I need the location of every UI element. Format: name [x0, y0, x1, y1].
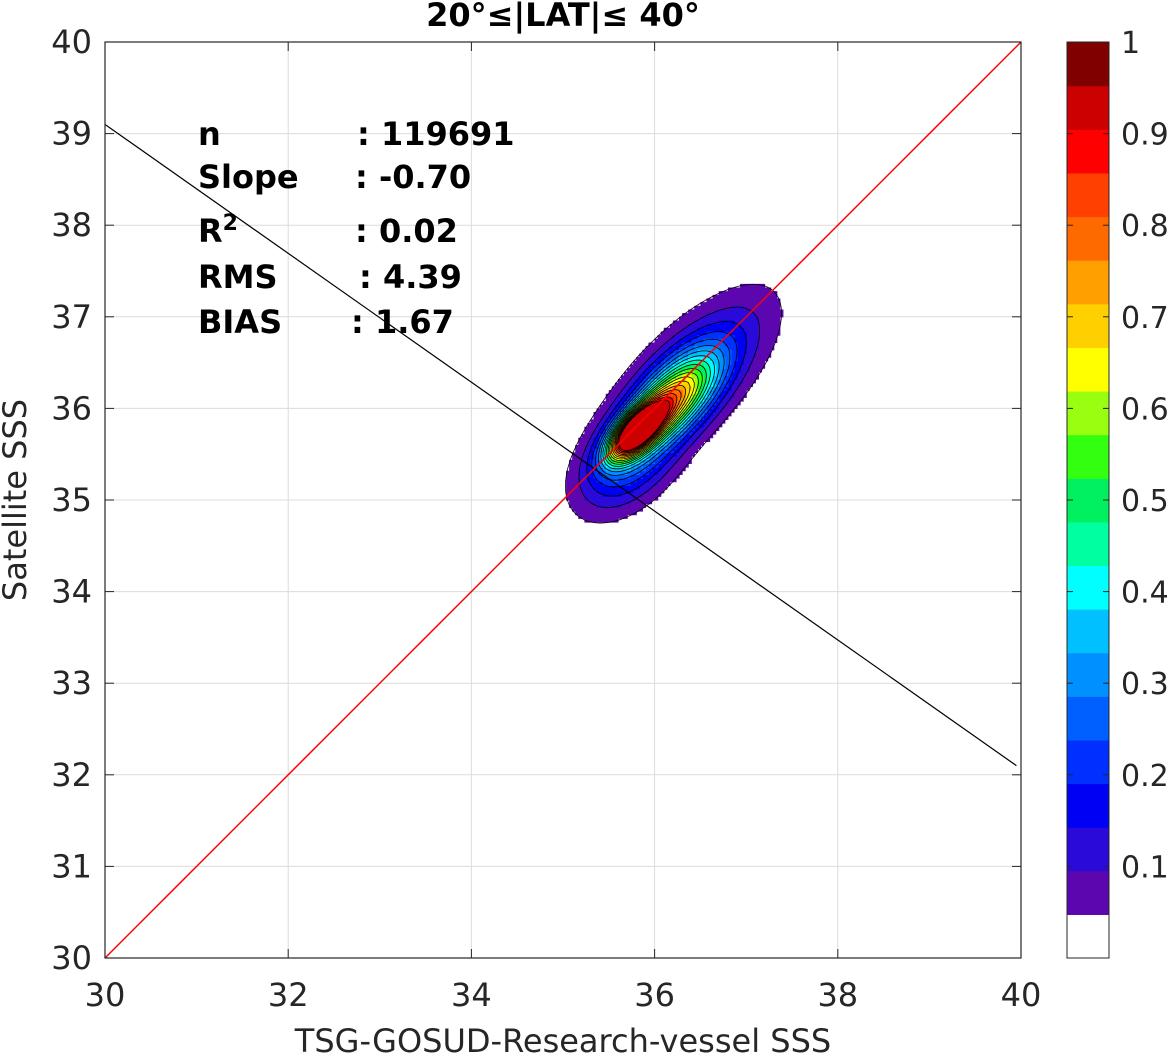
colorbar: [1066, 41, 1110, 959]
stat-value: : 0.02: [355, 212, 458, 250]
colorbar-tick-label: 0.2: [1121, 759, 1169, 794]
y-tick-label: 35: [51, 481, 92, 519]
contour-outline-1: [565, 283, 782, 524]
colorbar-tick-labels: 1 0.9 0.8 0.7 0.6 0.5 0.4 0.3 0.2 0.1: [1067, 26, 1169, 885]
colorbar-segment: [1067, 652, 1109, 697]
contour-outline-14: [612, 380, 691, 458]
y-tick-label: 34: [51, 573, 92, 611]
x-tick-label: 30: [85, 976, 126, 1014]
y-tick-label: 36: [51, 389, 92, 427]
colorbar-segment: [1067, 739, 1109, 785]
density-contours: [565, 283, 784, 524]
regression-line: [105, 123, 1017, 767]
colorbar-segment: [1067, 129, 1109, 174]
stat-value: : -0.70: [355, 158, 471, 196]
y-tick-label: 40: [51, 23, 92, 61]
y-axis-label: Satellite SSS: [0, 399, 34, 601]
colorbar-segment: [1067, 85, 1109, 130]
colorbar-tick-label: 0.4: [1121, 576, 1169, 611]
y-tick-labels: 30 31 32 33 34 35 36 37 38 39 40: [51, 23, 92, 977]
grid: [105, 42, 1021, 958]
contour-outline-15: [613, 384, 687, 457]
contour-outline-12: [609, 372, 699, 461]
y-tick-label: 39: [51, 115, 92, 153]
colorbar-segment: [1067, 914, 1109, 959]
contour-outline-16: [614, 389, 682, 455]
colorbar-tick-label: 0.8: [1121, 209, 1169, 244]
colorbar-tick-label: 0.9: [1121, 118, 1169, 153]
colorbar-segment: [1067, 478, 1109, 523]
colorbar-segment: [1067, 434, 1109, 479]
stat-label: n: [198, 115, 221, 153]
stat-label: BIAS: [198, 303, 282, 341]
stat-label: Slope: [198, 158, 299, 196]
x-tick-label: 36: [634, 976, 675, 1014]
y-tick-label: 38: [51, 206, 92, 244]
colorbar-segment: [1067, 390, 1109, 436]
stat-value: : 1.67: [351, 303, 454, 341]
colorbar-tick-label: 1: [1121, 26, 1140, 61]
contour-outline-17: [615, 393, 678, 454]
colorbar-segment: [1067, 827, 1109, 872]
colorbar-segment: [1067, 609, 1109, 654]
colorbar-segment: [1067, 260, 1109, 305]
colorbar-segment: [1067, 172, 1109, 218]
stat-superscript: 2: [223, 211, 238, 236]
colorbar-segment: [1067, 565, 1109, 610]
contour-outline-10: [606, 363, 707, 465]
colorbar-segment: [1067, 42, 1109, 87]
contour-outline-19: [618, 399, 671, 451]
colorbar-tick-label: 0.1: [1121, 850, 1169, 885]
x-tick-label: 38: [817, 976, 858, 1014]
x-tick-label: 34: [451, 976, 492, 1014]
contour-outline-4: [591, 331, 738, 488]
x-tick-label: 40: [1001, 976, 1042, 1014]
colorbar-segment: [1067, 870, 1109, 915]
colorbar-tick-label: 0.6: [1121, 392, 1169, 427]
colorbar-segment: [1067, 347, 1109, 392]
x-axis-label: TSG-GOSUD-Research-vessel SSS: [294, 1022, 831, 1055]
colorbar-segment: [1067, 303, 1109, 348]
y-tick-label: 31: [51, 847, 92, 885]
colorbar-tick-label: 0.3: [1121, 667, 1169, 702]
y-tick-label: 30: [51, 939, 92, 977]
stat-label: RMS: [198, 258, 278, 296]
y-tick-label: 32: [51, 756, 92, 794]
contour-level-19: [617, 401, 671, 453]
chart-title: 20°≤|LAT|≤ 40°: [426, 0, 700, 35]
y-tick-label: 37: [51, 298, 92, 336]
reference-lines: [105, 42, 1021, 958]
x-tick-label: 32: [268, 976, 309, 1014]
stat-value: : 4.39: [359, 258, 462, 296]
x-tick-labels: 30 32 34 36 38 40: [85, 976, 1042, 1014]
colorbar-segment: [1067, 521, 1109, 567]
contour-outline-2: [578, 306, 761, 508]
colorbar-tick-label: 0.7: [1121, 301, 1169, 336]
one-to-one-line: [105, 42, 1021, 958]
colorbar-segment: [1067, 783, 1109, 828]
axis-ticks: [104, 41, 1022, 959]
colorbar-segment: [1067, 216, 1109, 261]
y-tick-label: 33: [51, 664, 92, 702]
colorbar-tick-label: 0.5: [1121, 484, 1169, 519]
contour-outline-8: [602, 355, 715, 470]
stat-value: : 119691: [357, 115, 515, 153]
colorbar-segment: [1067, 696, 1109, 741]
